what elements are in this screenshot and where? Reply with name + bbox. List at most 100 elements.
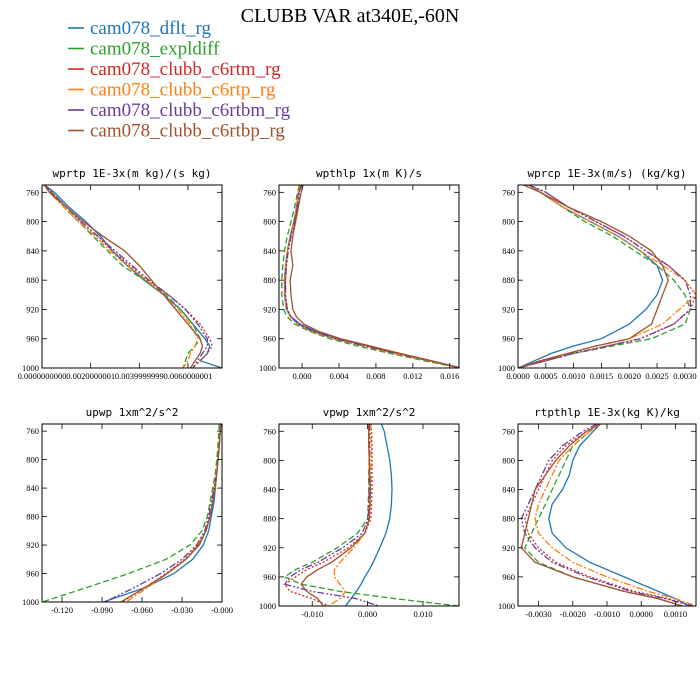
y-tick-label: 840 [263, 485, 276, 495]
series-line [283, 424, 373, 606]
y-tick-label: 880 [26, 512, 39, 522]
legend-label: cam078_expldiff [90, 39, 220, 60]
legend-item: cam078_clubb_c6rtm_rg [68, 59, 281, 80]
series-line [300, 424, 372, 606]
y-tick-label: 880 [502, 275, 515, 285]
series-line [43, 185, 209, 368]
series-line [520, 424, 683, 606]
x-tick-label: 0.0060000001 [164, 371, 213, 381]
series-line [43, 185, 199, 368]
y-tick-label: 760 [26, 426, 39, 436]
panel-1: wprtp 1E-3x(m kg)/(s kg) 760 800 840 880 920 9… [18, 167, 223, 381]
x-tick-label: 0.0005 [534, 371, 557, 381]
panel-3: wprcp 1E-3x(m/s) (kg/kg) 760 800 840 880 920 9… [498, 167, 697, 381]
series-line [283, 424, 459, 606]
y-tick-label: 800 [26, 455, 39, 465]
x-tick-label: -0.0020 [560, 609, 586, 619]
panel-title: wpthlp 1x(m K)/s [316, 167, 422, 180]
plot-frame [41, 423, 223, 603]
x-tick-label: 0.012 [403, 371, 422, 381]
series-line [289, 185, 459, 368]
panel-6: rtpthlp 1E-3x(kg K)/kg 760 800 840 880 920 960… [498, 406, 697, 619]
series-line [103, 424, 222, 602]
y-tick-label: 800 [263, 455, 276, 465]
series-line [520, 424, 693, 606]
x-tick-label: 0.0010 [664, 609, 687, 619]
panel-2: wpthlp 1x(m K)/s 760 800 840 880 920 960 1000 0.… [259, 167, 460, 381]
series-group [43, 185, 222, 368]
panel-title: wprcp 1E-3x(m/s) (kg/kg) [528, 167, 687, 180]
panel-title: upwp 1xm^2/s^2 [86, 406, 179, 419]
series-line [284, 185, 459, 368]
legend-label: cam078_clubb_c6rtm_rg [90, 59, 281, 80]
panel-5: vpwp 1xm^2/s^2 760 800 840 880 920 960 1000 -0.0… [259, 406, 460, 619]
panel-title: rtpthlp 1E-3x(kg K)/kg [534, 406, 680, 419]
y-tick-label: 840 [263, 246, 276, 256]
series-line [518, 185, 692, 368]
series-line [524, 424, 693, 606]
y-tick-label: 880 [263, 275, 276, 285]
series-line [518, 185, 669, 368]
y-tick-label: 960 [502, 334, 515, 344]
x-tick-label: 0.0020000001 [66, 371, 115, 381]
y-tick-label: 800 [263, 217, 276, 227]
y-tick-label: 840 [26, 483, 39, 493]
panel-title: vpwp 1xm^2/s^2 [323, 406, 416, 419]
series-line [534, 424, 696, 606]
x-tick-label: -0.0030 [525, 609, 551, 619]
series-line [125, 424, 222, 602]
x-tick-label: 0.0000 [630, 609, 653, 619]
y-tick-label: 880 [263, 514, 276, 524]
y-tick-label: 880 [26, 275, 39, 285]
y-tick-label: 960 [26, 334, 39, 344]
legend-label: cam078_clubb_c6rtbp_rg [90, 121, 285, 142]
y-tick-label: 920 [263, 304, 276, 314]
x-tick-label: -0.000 [211, 605, 233, 615]
series-line [283, 185, 459, 368]
series-line [518, 185, 692, 368]
series-line [44, 185, 222, 368]
plot-frame [517, 184, 697, 369]
y-tick-label: 1000 [498, 363, 515, 373]
y-tick-label: 920 [263, 543, 276, 553]
legend-item: cam078_expldiff [68, 39, 220, 60]
series-line [524, 424, 683, 606]
series-line [43, 185, 204, 368]
x-tick-label: 0.0030 [673, 371, 696, 381]
y-tick-label: 800 [26, 217, 39, 227]
x-tick-label: 0.0039999999 [115, 371, 164, 381]
panel-4: upwp 1xm^2/s^2 760 800 840 880 920 960 1000 -0.1… [22, 406, 233, 615]
x-tick-label: 0.010 [413, 609, 432, 619]
legend-item: cam078_dflt_rg [68, 18, 212, 39]
y-tick-label: 920 [502, 543, 515, 553]
x-tick-label: -0.060 [131, 605, 153, 615]
x-tick-label: 0.0000 [506, 371, 529, 381]
y-tick-label: 960 [26, 569, 39, 579]
x-tick-label: -0.010 [301, 609, 323, 619]
x-tick-label: 0.004 [329, 371, 349, 381]
x-tick-label: -0.0010 [594, 609, 620, 619]
series-group [518, 185, 696, 368]
y-tick-label: 760 [502, 187, 515, 197]
figure-title: CLUBB VAR at340E,-60N [241, 5, 460, 27]
y-tick-label: 800 [502, 455, 515, 465]
legend-label: cam078_clubb_c6rtp_rg [90, 80, 276, 101]
series-line [43, 185, 201, 368]
x-tick-label: 0.000 [293, 371, 312, 381]
y-tick-label: 960 [263, 334, 276, 344]
x-tick-label: 0.0025 [645, 371, 668, 381]
panel-title: wprtp 1E-3x(m kg)/(s kg) [53, 167, 212, 180]
series-line [283, 185, 459, 368]
y-tick-label: 1000 [259, 601, 276, 611]
panels: wprtp 1E-3x(m kg)/(s kg) 760 800 840 880 920 9… [18, 167, 697, 619]
legend-item: cam078_clubb_c6rtp_rg [68, 80, 276, 101]
series-line [281, 185, 459, 368]
series-line [42, 424, 220, 602]
y-tick-label: 760 [502, 426, 515, 436]
series-group [42, 424, 222, 602]
y-tick-label: 920 [26, 540, 39, 550]
y-tick-label: 880 [502, 514, 515, 524]
x-tick-label: 0.0015 [590, 371, 613, 381]
y-tick-label: 760 [263, 187, 276, 197]
